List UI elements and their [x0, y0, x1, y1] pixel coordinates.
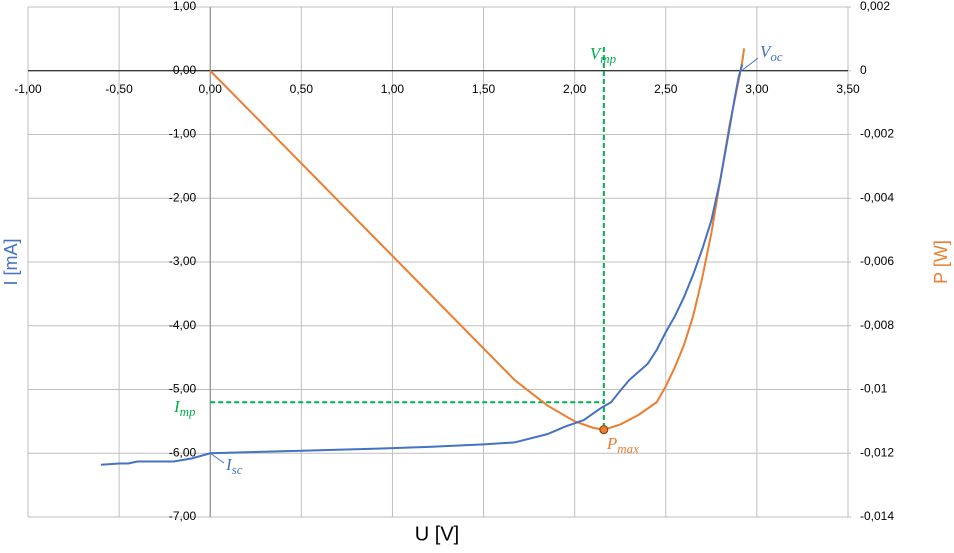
annotation: Voc: [760, 42, 783, 64]
annotation-main: P: [606, 434, 617, 453]
annotation: Vmp: [590, 44, 617, 66]
y-tick-label: -6,00: [169, 445, 197, 459]
x-tick-label: 1,50: [472, 82, 496, 96]
x-tick-label: -1,00: [14, 82, 42, 96]
x-tick-label: 0,50: [290, 82, 314, 96]
y2-tick-label: -0,014: [860, 509, 894, 523]
annotation-main: I: [173, 397, 181, 416]
isc-leader: [209, 452, 225, 464]
y2-tick-label: -0,004: [860, 190, 894, 204]
y-tick-label: 1,00: [173, 0, 197, 13]
x-tick-label: 2,50: [654, 82, 678, 96]
pmax-point: [599, 425, 609, 435]
annotation-main: V: [590, 44, 603, 63]
x-tick-label: 3,50: [836, 82, 860, 96]
annotation: Pmax: [606, 434, 639, 456]
y2-tick-label: 0: [860, 63, 867, 77]
y2-tick-label: -0,012: [860, 445, 894, 459]
y2-tick-label: -0,006: [860, 254, 894, 268]
y-tick-label: -4,00: [169, 318, 197, 332]
y-axis-title: I [mA]: [1, 238, 21, 285]
annotation-main: V: [760, 42, 773, 61]
y2-tick-label: 0,002: [860, 0, 890, 13]
annotation-main: I: [225, 455, 233, 474]
x-tick-label: 2,00: [563, 82, 587, 96]
series-line: [100, 64, 744, 466]
x-tick-label: 1,00: [381, 82, 405, 96]
y-tick-label: -5,00: [169, 382, 197, 396]
y-tick-label: -1,00: [169, 127, 197, 141]
annotation-sub: mp: [180, 404, 196, 419]
y2-tick-label: -0,01: [860, 382, 888, 396]
annotation: Isc: [225, 455, 243, 477]
voc-leader: [739, 57, 759, 73]
y-tick-label: -3,00: [169, 254, 197, 268]
series-line: [209, 48, 746, 431]
x-axis-title: U [V]: [415, 523, 459, 545]
y-tick-label: 0,00: [173, 63, 197, 77]
x-tick-label: 3,00: [745, 82, 769, 96]
annotation-sub: oc: [770, 49, 783, 64]
y-tick-label: -2,00: [169, 190, 197, 204]
annotation: Imp: [173, 397, 196, 419]
x-tick-label: -0,50: [105, 82, 133, 96]
y2-tick-label: -0,002: [860, 127, 894, 141]
y2-tick-label: -0,008: [860, 318, 894, 332]
annotation-sub: max: [617, 441, 639, 456]
y2-axis-title: P [W]: [931, 240, 951, 284]
annotation-sub: mp: [600, 51, 616, 66]
y-tick-label: -7,00: [169, 509, 197, 523]
annotation-sub: sc: [232, 462, 243, 477]
